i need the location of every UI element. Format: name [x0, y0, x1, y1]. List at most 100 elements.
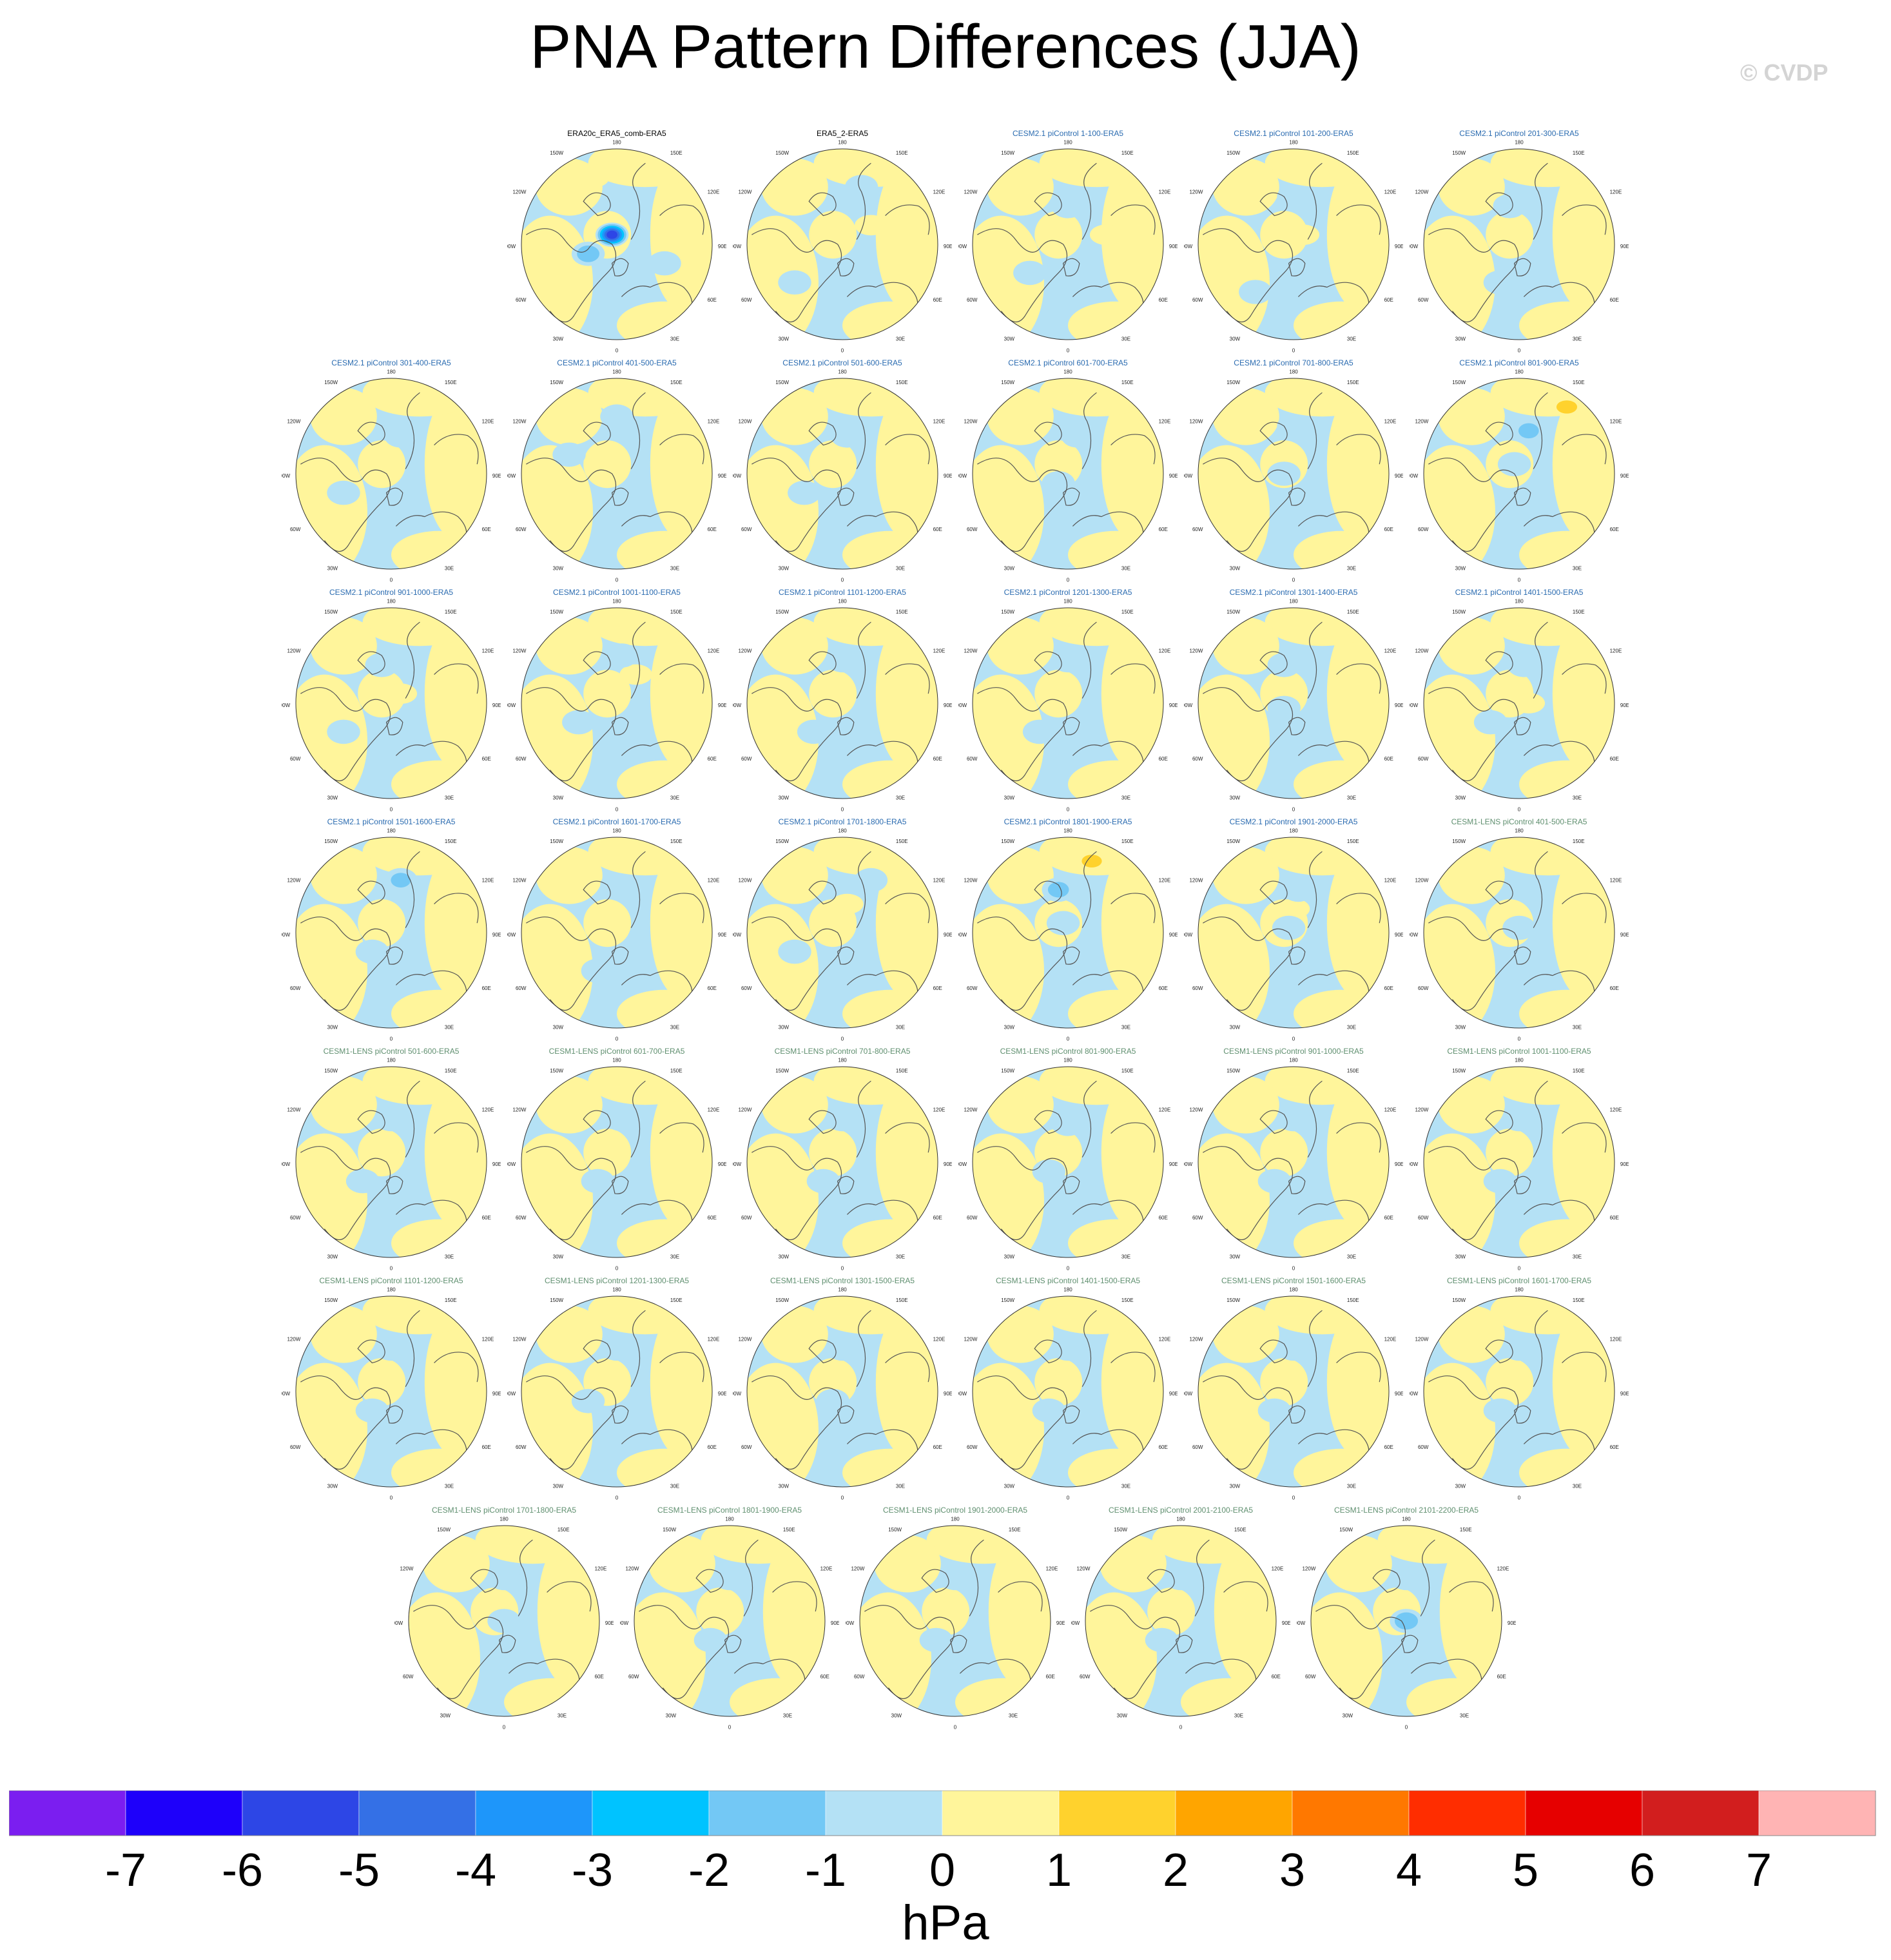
map-panel: CESM2.1 piControl 701-800-ERA5 180 0 150W 15…: [1184, 358, 1403, 590]
longitude-label: 150E: [1121, 839, 1134, 844]
longitude-label: 0: [841, 347, 844, 353]
coastline: [808, 880, 837, 905]
panel-title: CESM2.1 piControl 1301-1400-ERA5: [1229, 588, 1358, 597]
positive-anomaly-region: [1294, 760, 1389, 799]
longitude-label: 90E: [492, 932, 501, 938]
map-panel: CESM2.1 piControl 901-1000-ERA5 180 0 150W 1…: [282, 588, 501, 820]
map-panel: CESM1-LENS piControl 1301-1500-ERA5 180 0 1…: [733, 1276, 952, 1508]
coastline: [1081, 162, 1156, 240]
polar-map: 180 0 150W 150E 120W 120E 90W 90E 60W 60E 30W 30E: [733, 828, 952, 1042]
longitude-label: 150W: [1227, 839, 1240, 844]
longitude-label: 90W: [1297, 1620, 1306, 1626]
positive-anomaly-region: [761, 158, 828, 216]
positive-anomaly-region: [521, 445, 593, 569]
longitude-label: 60E: [708, 527, 717, 532]
panel-title: CESM2.1 piControl 501-600-ERA5: [782, 358, 902, 367]
coastline: [300, 1146, 391, 1240]
coastline: [837, 946, 855, 965]
low-anomaly: [1164, 1566, 1198, 1591]
longitude-label: 150W: [550, 150, 563, 156]
positive-anomaly-region: [1068, 760, 1163, 799]
panel-title: CESM2.1 piControl 1501-1600-ERA5: [327, 817, 456, 826]
positive-anomaly-region: [296, 1363, 367, 1487]
polar-map: 180 0 150W 150E 120W 120E 90W 90E 60W 60E 30W 30E: [507, 599, 726, 813]
low-anomaly: [797, 719, 831, 744]
longitude-label: 120E: [482, 1337, 494, 1343]
coastline: [611, 717, 629, 735]
high-anomaly: [1071, 387, 1103, 408]
longitude-label: 90W: [394, 1620, 403, 1626]
longitude-label: 90E: [1169, 244, 1178, 249]
longitude-label: 30W: [779, 1254, 790, 1260]
longitude-label: 0: [1292, 1036, 1295, 1042]
longitude-label: 90W: [1184, 244, 1193, 249]
positive-anomaly-region: [1325, 1535, 1392, 1593]
longitude-label: 90W: [282, 932, 291, 938]
panel-title: CESM2.1 piControl 1701-1800-ERA5: [778, 817, 907, 826]
longitude-label: 150W: [437, 1527, 451, 1533]
longitude-label: 60E: [1159, 756, 1168, 762]
longitude-label: 90E: [944, 1391, 952, 1397]
longitude-label: 90W: [620, 1620, 629, 1626]
positive-anomaly-region: [1438, 846, 1505, 904]
longitude-label: 30W: [1004, 1254, 1015, 1260]
longitude-label: 60E: [1610, 1215, 1619, 1221]
longitude-label: 90W: [1410, 1391, 1419, 1397]
coastline: [1485, 1110, 1513, 1134]
panel-title: CESM1-LENS piControl 1101-1200-ERA5: [319, 1276, 463, 1285]
longitude-label: 30E: [558, 1713, 567, 1719]
map-panel: CESM1-LENS piControl 1801-1900-ERA5 180 0 1…: [620, 1506, 839, 1738]
longitude-label: 30W: [327, 566, 338, 572]
longitude-label: 150E: [1573, 380, 1585, 385]
coastline: [385, 946, 403, 965]
panel-title: CESM1-LENS piControl 2101-2200-ERA5: [1333, 1506, 1479, 1515]
map-panel: CESM1-LENS piControl 901-1000-ERA5 180 0 15…: [1184, 1047, 1403, 1279]
coastline: [1034, 192, 1062, 217]
coastline: [413, 1605, 504, 1699]
coastline: [1307, 851, 1381, 928]
positive-anomaly-region: [1212, 387, 1279, 445]
map-panel: CESM2.1 piControl 1901-2000-ERA5 180 0 150W…: [1184, 817, 1403, 1049]
longitude-label: 150E: [670, 1297, 683, 1303]
coastline: [1259, 422, 1288, 446]
longitude-label: 60W: [741, 1215, 752, 1221]
longitude-label: 90W: [733, 932, 742, 938]
longitude-label: 120E: [1384, 878, 1397, 884]
polar-map: 180 0 150W 150E 120W 120E 90W 90E 60W 60E 30W 30E: [507, 828, 726, 1042]
coastline: [752, 687, 842, 781]
longitude-label: 90W: [1184, 1391, 1193, 1397]
positive-anomaly-region: [1438, 1076, 1505, 1134]
colorbar-tick-label: -1: [805, 1845, 846, 1894]
low-anomaly: [1267, 653, 1301, 677]
positive-anomaly-region: [842, 530, 938, 569]
low-anomaly: [1512, 877, 1546, 902]
longitude-label: 150W: [324, 380, 338, 385]
map-panel: CESM1-LENS piControl 701-800-ERA5 180 0 150…: [733, 1047, 952, 1279]
longitude-label: 30E: [670, 1025, 679, 1031]
low-anomaly: [327, 719, 360, 744]
low-anomaly: [606, 230, 618, 239]
positive-anomaly-region: [362, 1296, 478, 1335]
longitude-label: 150W: [888, 1527, 902, 1533]
low-anomaly: [487, 1566, 521, 1591]
low-anomaly: [1497, 452, 1531, 476]
longitude-label: 150E: [1347, 1068, 1359, 1074]
longitude-label: 180: [1289, 140, 1298, 146]
colorbar-tick-label: -3: [572, 1845, 613, 1894]
positive-anomaly-region: [521, 1133, 593, 1257]
coastline: [526, 1146, 617, 1240]
positive-anomaly-region: [973, 445, 1044, 569]
polar-map: 180 0 150W 150E 120W 120E 90W 90E 60W 60E 30W 30E: [1297, 1517, 1516, 1731]
longitude-label: 120E: [933, 419, 945, 425]
positive-anomaly-region: [423, 1535, 490, 1593]
polar-map: 180 0 150W 150E 120W 120E 90W 90E 60W 60E 30W 30E: [958, 1287, 1178, 1501]
longitude-label: 60W: [1192, 756, 1203, 762]
low-anomaly: [788, 480, 821, 505]
longitude-label: 0: [841, 577, 844, 583]
longitude-label: 0: [728, 1724, 732, 1730]
coastline: [752, 458, 842, 552]
longitude-label: 90W: [507, 932, 516, 938]
positive-anomaly-region: [809, 211, 857, 259]
longitude-label: 120W: [1189, 878, 1203, 884]
longitude-label: 90W: [1184, 1161, 1193, 1167]
